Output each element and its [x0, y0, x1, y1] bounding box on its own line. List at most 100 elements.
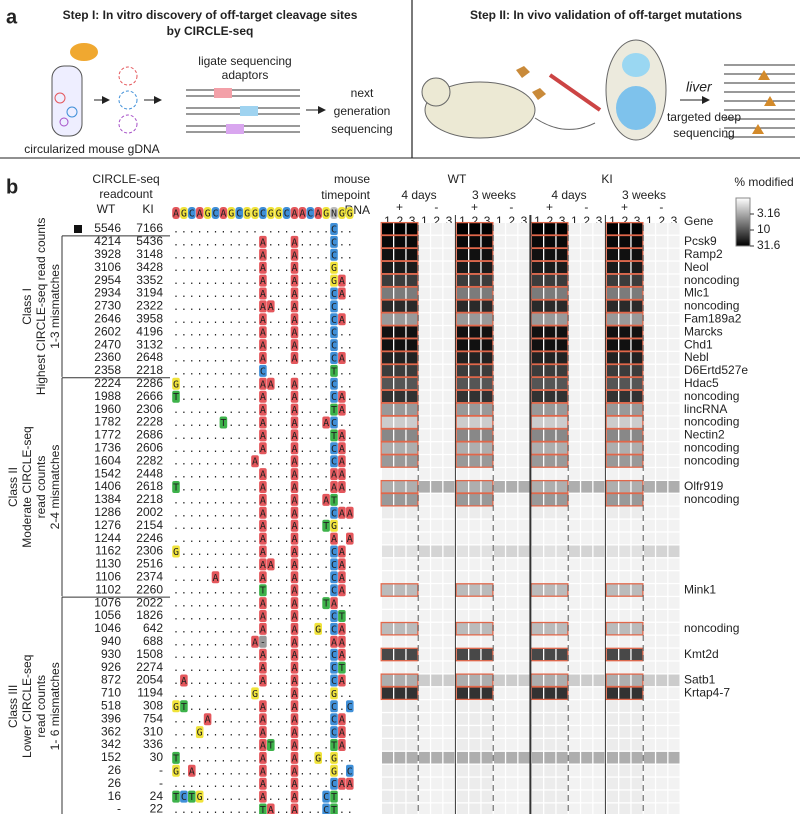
alignment-base: A — [260, 612, 266, 623]
alignment-base: . — [189, 702, 195, 713]
heatmap-cell — [619, 442, 631, 454]
alignment-base: . — [268, 624, 274, 635]
grna-label: - — [434, 200, 438, 214]
replicate-label: 3 — [521, 214, 528, 228]
heatmap-cell — [619, 751, 631, 764]
alignment-base: . — [315, 289, 321, 300]
alignment-base: . — [268, 250, 274, 261]
heatmap-cell — [518, 777, 530, 790]
readcount: 2954 — [94, 273, 121, 287]
alignment-base: . — [173, 315, 179, 326]
alignment-base: . — [189, 573, 195, 584]
alignment-base: . — [284, 508, 290, 519]
heatmap-cell — [544, 416, 556, 429]
alignment-base: A — [339, 779, 345, 790]
alignment-base: . — [173, 637, 179, 648]
base-box — [195, 207, 204, 219]
heatmap-cell — [443, 455, 455, 467]
heatmap-cell — [619, 287, 631, 300]
base-box — [298, 207, 307, 219]
heatmap-cell — [481, 558, 493, 570]
heatmap-cell — [656, 364, 668, 377]
alignment-base: . — [315, 560, 321, 571]
heatmap-cell — [556, 764, 568, 777]
heatmap-cell — [631, 674, 643, 687]
alignment-base: . — [228, 805, 234, 814]
heatmap-cell — [532, 455, 543, 467]
base-box — [267, 207, 275, 219]
alignment-base: . — [173, 405, 179, 416]
heatmap-cell — [668, 223, 680, 235]
heatmap-cell — [406, 403, 418, 416]
alignment-base: . — [228, 624, 234, 635]
alignment-base: . — [189, 315, 195, 326]
heatmap-cell — [581, 726, 593, 738]
alignment-base: . — [244, 457, 250, 468]
heatmap-cell — [469, 777, 481, 790]
alignment-base: . — [323, 379, 329, 390]
heatmap-cell — [568, 532, 580, 545]
heatmap-cell — [643, 313, 655, 325]
alignment-base: . — [244, 792, 250, 803]
alignment-base: . — [347, 586, 353, 597]
alignment-base: . — [252, 444, 258, 455]
heatmap-cell — [668, 429, 680, 441]
alignment-base: C — [331, 715, 337, 726]
readcount: 3958 — [136, 311, 163, 325]
heatmap-cell — [581, 377, 593, 390]
alignment-base: . — [252, 521, 258, 532]
mismatch-box — [290, 790, 299, 803]
alignment-base: . — [284, 599, 290, 610]
heatmap-cell — [607, 764, 618, 777]
heatmap-cell — [631, 803, 643, 814]
heatmap-cell — [668, 403, 680, 416]
heatmap-cell — [418, 339, 430, 351]
heatmap-cell — [568, 558, 580, 570]
heatmap-cell — [418, 481, 430, 493]
alignment-base: . — [244, 225, 250, 236]
heatmap-cell — [643, 390, 655, 403]
gene-name: noncoding — [684, 453, 739, 467]
alignment-base: . — [323, 444, 329, 455]
heatmap-cell — [431, 300, 443, 312]
heatmap-cell — [568, 455, 580, 467]
heatmap-cell — [568, 300, 580, 312]
heatmap-cell — [418, 377, 430, 390]
alignment-base: A — [339, 392, 345, 403]
heatmap-cell — [544, 493, 556, 506]
heatmap-cell — [607, 287, 618, 300]
alignment-base: . — [220, 495, 226, 506]
alignment-base: . — [323, 508, 329, 519]
heatmap-cell — [581, 558, 593, 570]
alignment-base: . — [284, 457, 290, 468]
alignment-base: . — [323, 354, 329, 365]
alignment-base: . — [307, 741, 313, 752]
heatmap-cell — [518, 597, 530, 609]
heatmap-cell — [493, 635, 505, 648]
heatmap-cell — [481, 481, 493, 493]
heatmap-cell — [607, 803, 618, 814]
alignment-base: . — [189, 637, 195, 648]
heatmap-cell — [593, 661, 605, 674]
alignment-base: . — [236, 547, 242, 558]
colorbar-title: % modified — [734, 175, 793, 189]
alignment-base: . — [181, 418, 187, 429]
replicate-label: 3 — [671, 214, 678, 228]
mismatch-box — [290, 519, 299, 532]
alignment-base: . — [205, 405, 211, 416]
heatmap-cell — [593, 764, 605, 777]
alignment-base: . — [220, 276, 226, 287]
readcount: 1736 — [94, 440, 121, 454]
heatmap-cell — [544, 248, 556, 261]
alignment-base: . — [339, 495, 345, 506]
heatmap-cell — [431, 519, 443, 532]
heatmap-cell — [418, 687, 430, 699]
alignment-base: . — [189, 715, 195, 726]
heatmap-cell — [544, 635, 556, 648]
gene-name: noncoding — [684, 621, 739, 635]
heatmap-cell — [457, 364, 468, 377]
alignment-base: . — [205, 276, 211, 287]
heatmap-cell — [668, 519, 680, 532]
alignment-base: . — [268, 508, 274, 519]
